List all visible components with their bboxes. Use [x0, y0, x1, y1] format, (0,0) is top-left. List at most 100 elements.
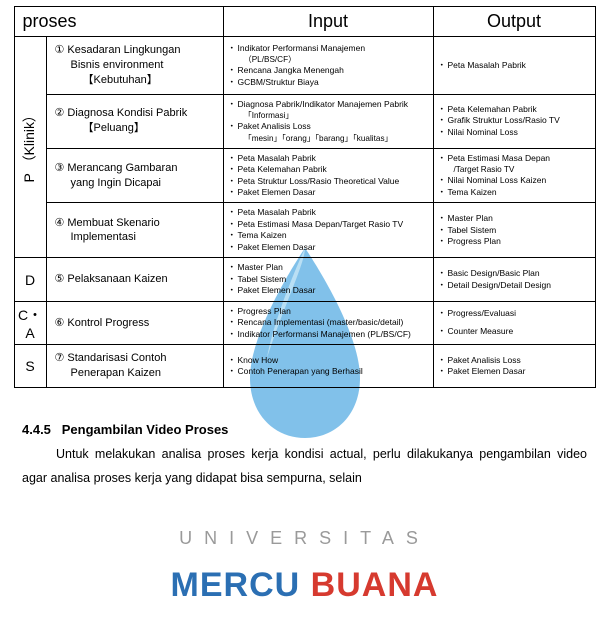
table-row: C・A ⑥Kontrol Progress Progress Plan Renc… — [14, 301, 595, 344]
watermark-text-buana: BUANA — [311, 566, 439, 604]
group-label-ca: C・A — [14, 301, 46, 344]
input-cell: Know How Contoh Penerapan yang Berhasil — [223, 345, 433, 388]
input-item: Paket Elemen Dasar — [230, 285, 427, 296]
output-cell: Basic Design/Basic Plan Detail Design/De… — [433, 258, 595, 301]
group-label-s: S — [14, 345, 46, 388]
input-item: Paket Elemen Dasar — [230, 242, 427, 253]
output-item: Progress/Evaluasi — [440, 308, 589, 319]
step-tag: 【Kebutuhan】 — [55, 74, 158, 86]
output-item: Tema Kaizen — [440, 187, 589, 198]
step-cell: ⑥Kontrol Progress — [46, 301, 223, 344]
input-cell: Peta Masalah Pabrik Peta Estimasi Masa D… — [223, 203, 433, 258]
output-item: Counter Measure — [440, 326, 589, 337]
step-number: ① — [55, 43, 65, 58]
output-item: Peta Estimasi Masa Depan — [440, 153, 589, 164]
step-title-line2: Implementasi — [55, 231, 136, 243]
input-item: Peta Struktur Loss/Rasio Theoretical Val… — [230, 176, 427, 187]
input-item: Contoh Penerapan yang Berhasil — [230, 366, 427, 377]
step-cell: ⑦Standarisasi Contoh Penerapan Kaizen — [46, 345, 223, 388]
step-number: ③ — [55, 161, 65, 176]
input-item: Indikator Performansi Manajemen — [230, 43, 427, 54]
input-item-sub: （PL/BS/CF） — [230, 54, 427, 65]
step-title-line1: Diagnosa Kondisi Pabrik — [67, 107, 187, 119]
group-label-d: D — [14, 258, 46, 301]
table-row: ④Membuat Skenario Implementasi Peta Masa… — [14, 203, 595, 258]
group-label-p-klinik: P （Klinik） — [14, 37, 46, 258]
input-item: GCBM/Struktur Biaya — [230, 77, 427, 88]
step-tag: 【Peluang】 — [55, 122, 145, 134]
paragraph-text: dilakukanya — [407, 447, 473, 461]
table-row: P （Klinik） ①Kesadaran Lingkungan Bisnis … — [14, 37, 595, 95]
section-number: 4.4.5 — [22, 422, 51, 437]
input-item: Paket Elemen Dasar — [230, 187, 427, 198]
step-cell: ③Merancang Gambaran yang Ingin Dicapai — [46, 148, 223, 203]
step-title-line1: Kontrol Progress — [67, 317, 149, 329]
input-item: Tabel Sistem — [230, 274, 427, 285]
output-item: Tabel Sistem — [440, 225, 589, 236]
section-title: Pengambilan Video Proses — [62, 422, 229, 437]
output-item: Peta Masalah Pabrik — [440, 60, 589, 71]
table-row: ③Merancang Gambaran yang Ingin Dicapai P… — [14, 148, 595, 203]
output-item: Progress Plan — [440, 236, 589, 247]
input-item-sub: 「Informasi」 — [230, 110, 427, 121]
step-title-line1: Membuat Skenario — [67, 217, 159, 229]
output-cell: Peta Estimasi Masa Depan /Target Rasio T… — [433, 148, 595, 203]
table-row: D ⑤Pelaksanaan Kaizen Master Plan Tabel … — [14, 258, 595, 301]
input-item: Diagnosa Pabrik/Indikator Manajemen Pabr… — [230, 99, 427, 110]
input-item: Paket Analisis Loss — [230, 121, 427, 132]
step-cell: ①Kesadaran Lingkungan Bisnis environment… — [46, 37, 223, 95]
output-cell: Peta Masalah Pabrik — [433, 37, 595, 95]
input-item: Indikator Performansi Manajemen (PL/BS/C… — [230, 329, 427, 340]
input-item-sub: 「mesin」「orang」「barang」「kualitas」 — [230, 133, 427, 144]
output-cell: Peta Kelemahan Pabrik Grafik Struktur Lo… — [433, 94, 595, 148]
output-cell: Progress/Evaluasi Counter Measure — [433, 301, 595, 344]
step-title-line1: Merancang Gambaran — [67, 162, 177, 174]
step-number: ④ — [55, 216, 65, 231]
header-proses: proses — [14, 7, 223, 37]
step-cell: ⑤Pelaksanaan Kaizen — [46, 258, 223, 301]
step-cell: ④Membuat Skenario Implementasi — [46, 203, 223, 258]
input-item: Peta Masalah Pabrik — [230, 207, 427, 218]
input-item: Peta Kelemahan Pabrik — [230, 164, 427, 175]
output-item: Nilai Nominal Loss — [440, 127, 589, 138]
output-item: Basic Design/Basic Plan — [440, 268, 589, 279]
header-input: Input — [223, 7, 433, 37]
section-heading: 4.4.5 Pengambilan Video Proses — [22, 422, 609, 437]
step-number: ⑦ — [55, 351, 65, 366]
output-item-sub: /Target Rasio TV — [440, 164, 589, 175]
table-header-row: proses Input Output — [14, 7, 595, 37]
output-item: Master Plan — [440, 213, 589, 224]
body-paragraph: Untuk melakukan analisa proses kerja kon… — [22, 443, 587, 491]
step-title-line1: Kesadaran Lingkungan — [67, 44, 180, 56]
paragraph-text: Untuk melakukan analisa proses kerja kon… — [56, 447, 407, 461]
header-output: Output — [433, 7, 595, 37]
input-item: Tema Kaizen — [230, 230, 427, 241]
step-title-line2: Bisnis environment — [55, 59, 164, 71]
table-row: S ⑦Standarisasi Contoh Penerapan Kaizen … — [14, 345, 595, 388]
step-title-line2: Penerapan Kaizen — [55, 367, 162, 379]
input-cell: Peta Masalah Pabrik Peta Kelemahan Pabri… — [223, 148, 433, 203]
input-item: Rencana Jangka Menengah — [230, 65, 427, 76]
output-item: Nilai Nominal Loss Kaizen — [440, 175, 589, 186]
output-item: Detail Design/Detail Design — [440, 280, 589, 291]
input-cell: Progress Plan Rencana Implementasi (mast… — [223, 301, 433, 344]
input-item: Know How — [230, 355, 427, 366]
watermark-text-mercu: MERCU — [171, 566, 301, 604]
input-item: Rencana Implementasi (master/basic/detai… — [230, 317, 427, 328]
step-number: ⑤ — [55, 272, 65, 287]
input-item: Peta Estimasi Masa Depan/Target Rasio TV — [230, 219, 427, 230]
input-item: Progress Plan — [230, 306, 427, 317]
group-label-p-klinik-text: P （Klinik） — [22, 108, 37, 182]
watermark-text-brand: MERCU BUANA — [171, 566, 439, 605]
step-title-line1: Standarisasi Contoh — [67, 352, 166, 364]
watermark-text-universitas: UNIVERSITAS — [0, 528, 609, 549]
output-item: Peta Kelemahan Pabrik — [440, 104, 589, 115]
step-title-line2: yang Ingin Dicapai — [55, 177, 162, 189]
paragraph-text: sempurna, selain — [267, 471, 362, 485]
input-item: Master Plan — [230, 262, 427, 273]
output-item: Grafik Struktur Loss/Rasio TV — [440, 115, 589, 126]
input-cell: Master Plan Tabel Sistem Paket Elemen Da… — [223, 258, 433, 301]
step-number: ② — [55, 106, 65, 121]
output-cell: Master Plan Tabel Sistem Progress Plan — [433, 203, 595, 258]
output-item: Paket Analisis Loss — [440, 355, 589, 366]
